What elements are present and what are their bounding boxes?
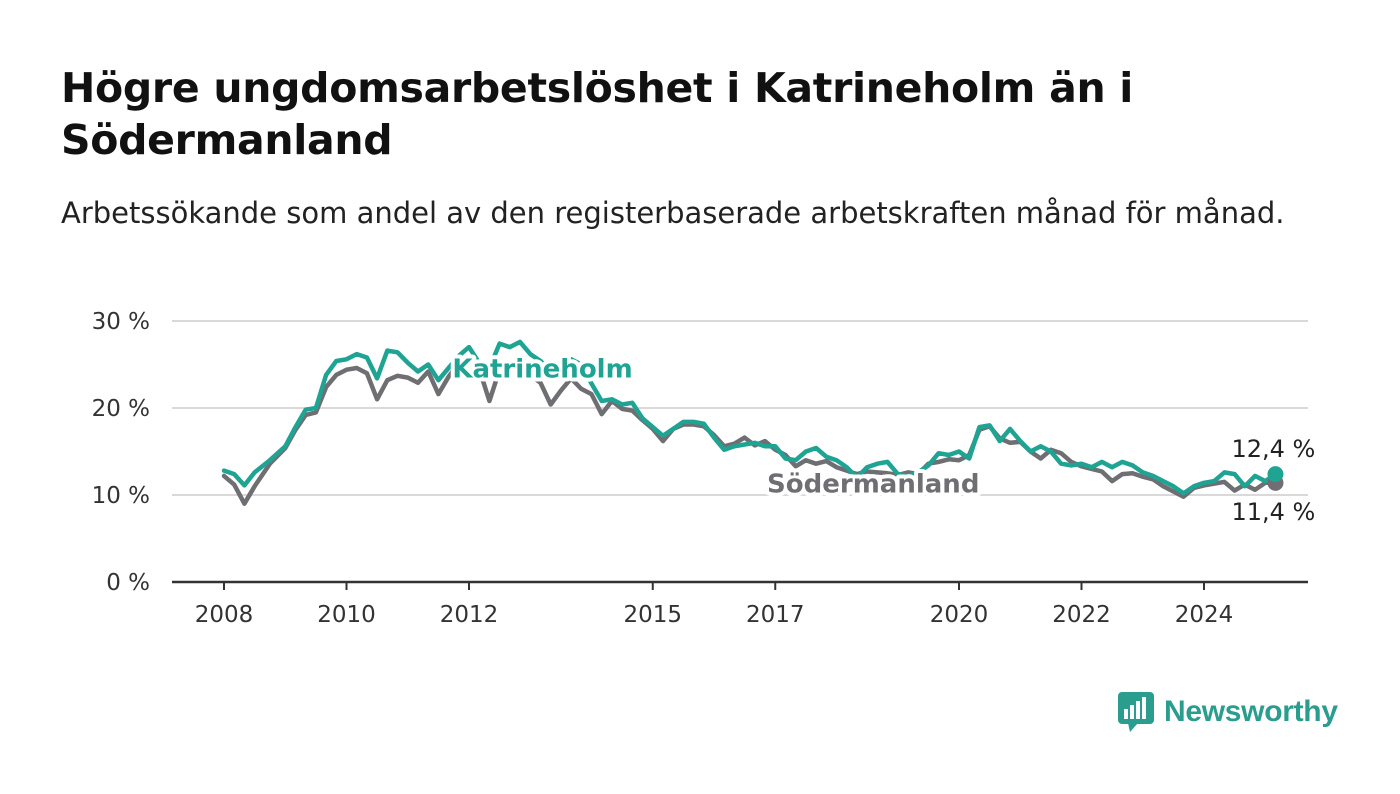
y-axis-labels: 0 % 10 % 20 % 30 % xyxy=(92,309,150,596)
series-line-södermanland xyxy=(221,357,1278,506)
chart-subtitle: Arbetssökande som andel av den registerb… xyxy=(61,196,1285,230)
end-dot-katrineholm xyxy=(1267,466,1284,483)
end-value-label-katrineholm: 12,4 % xyxy=(1231,435,1315,463)
series-labels: SödermanlandSödermanlandKatrineholmKatri… xyxy=(448,351,983,504)
y-tick-label: 30 % xyxy=(92,309,150,335)
series-label-södermanland: Södermanland xyxy=(767,469,979,499)
series-lines xyxy=(221,339,1278,506)
x-tick-label: 2010 xyxy=(317,602,376,628)
x-tick-label: 2022 xyxy=(1052,602,1111,628)
x-axis: 2008 2010 2012 2015 2017 2020 2022 2024 xyxy=(172,580,1308,628)
y-tick-label: 20 % xyxy=(92,396,150,422)
x-tick-label: 2012 xyxy=(440,602,499,628)
x-tick-label: 2015 xyxy=(623,602,682,628)
y-tick-label: 0 % xyxy=(106,570,150,596)
series-label-halo: Södermanland xyxy=(767,469,979,499)
series-label-halo: Katrineholm xyxy=(452,355,632,385)
brand-name: Newsworthy xyxy=(1164,695,1338,728)
series-label-katrineholm: Katrineholm xyxy=(452,355,632,385)
y-gridlines xyxy=(172,320,1308,496)
bar-chart-speech-bubble-icon xyxy=(1118,690,1154,734)
x-tick-label: 2024 xyxy=(1175,602,1234,628)
y-tick-label: 10 % xyxy=(92,483,150,509)
end-markers: 11,4 % 12,4 % xyxy=(1231,435,1315,526)
chart-title: Högre ungdomsarbetslöshet i Katrineholm … xyxy=(61,64,1134,164)
x-tick-label: 2020 xyxy=(930,602,989,628)
series-line-katrineholm xyxy=(221,339,1278,496)
end-value-label-södermanland: 11,4 % xyxy=(1231,498,1315,526)
newsworthy-logo: Newsworthy xyxy=(1118,690,1338,734)
x-tick-label: 2017 xyxy=(746,602,805,628)
x-tick-label: 2008 xyxy=(195,602,254,628)
